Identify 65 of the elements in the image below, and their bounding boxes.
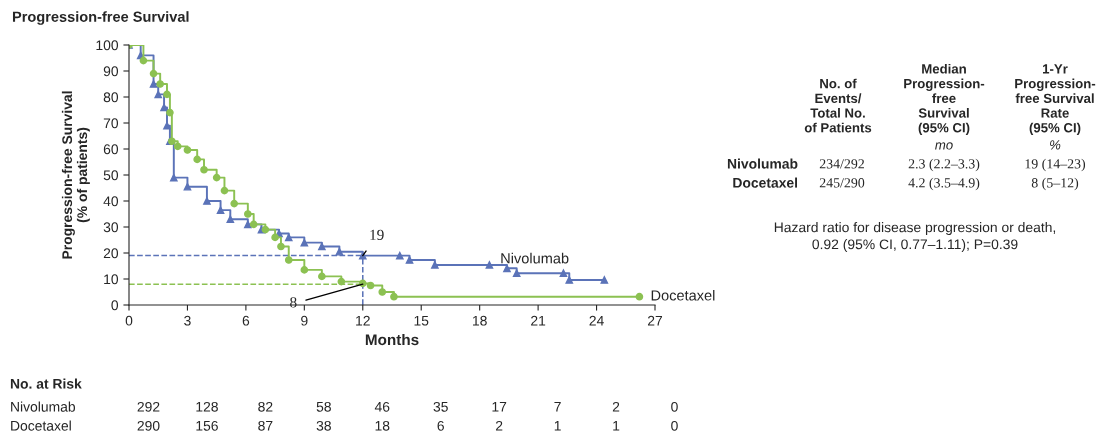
text: 17 <box>492 402 507 412</box>
text: 35 <box>433 401 448 412</box>
text: 58 <box>316 401 331 412</box>
text: No. at Risk <box>10 378 82 389</box>
text: 2 <box>495 420 503 431</box>
annotation: 8 <box>290 297 297 308</box>
text: 2 <box>612 401 620 412</box>
text: 38 <box>316 420 331 431</box>
text: 19 (14–23) <box>1025 158 1086 172</box>
x-axis-title: Months <box>365 333 419 346</box>
text: No. of Events/ Total No. of Patients <box>804 78 872 133</box>
y-tick-label: 20 <box>103 248 119 259</box>
text: 128 <box>196 401 218 412</box>
y-tick-label: 70 <box>103 118 119 129</box>
text: Docetaxel <box>733 177 798 188</box>
y-axis-title: Progression-free Survival (% of patients) <box>61 91 90 259</box>
y-tick-label: 0 <box>111 300 119 311</box>
text: 7 <box>554 402 561 412</box>
chart-title: Progression-free Survival <box>12 11 189 25</box>
text: 292 <box>137 401 160 412</box>
text: 290 <box>137 420 160 431</box>
text: 1 <box>613 421 620 431</box>
text: 18 <box>375 420 390 431</box>
text: 82 <box>258 401 273 412</box>
text: 0 <box>671 401 678 412</box>
y-tick-label: 30 <box>103 222 119 233</box>
x-tick-label: 3 <box>184 315 191 326</box>
text: 6 <box>437 420 444 431</box>
x-tick-label: 27 <box>647 315 663 326</box>
series-label: Nivolumab <box>501 252 569 264</box>
text: Nivolumab <box>727 158 798 169</box>
y-tick-label: 60 <box>103 144 119 155</box>
y-tick-label: 80 <box>103 92 119 103</box>
x-tick-label: 24 <box>589 315 604 326</box>
text: 4.2 (3.5–4.9) <box>908 177 980 191</box>
text: 46 <box>374 401 390 412</box>
x-tick-label: 18 <box>473 315 487 326</box>
text: Nivolumab <box>11 401 76 412</box>
x-tick-label: 21 <box>531 315 546 326</box>
text: 2.3 (2.2–3.3) <box>908 158 980 172</box>
text: 8 (5–12) <box>1031 177 1079 191</box>
text: Hazard ratio for disease progression or death, 0.92 (95% CI, 0.77–1.11); P=0.39 <box>774 222 1056 252</box>
x-tick-label: 12 <box>356 315 370 326</box>
x-tick-label: 0 <box>125 315 133 326</box>
series-label: Docetaxel <box>651 289 715 301</box>
text: mo <box>935 142 953 150</box>
x-tick-label: 6 <box>242 315 250 326</box>
text: Docetaxel <box>11 420 71 431</box>
y-tick-label: 90 <box>103 66 119 77</box>
text: 1 <box>554 421 561 431</box>
text: 234/292 <box>819 159 864 169</box>
y-tick-label: 50 <box>103 170 119 181</box>
text: 245/290 <box>819 178 865 188</box>
text: % <box>1050 140 1061 150</box>
y-tick-label: 100 <box>96 40 119 51</box>
y-tick-label: 10 <box>104 274 119 285</box>
x-tick-label: 9 <box>301 315 308 326</box>
x-tick-label: 15 <box>414 315 429 326</box>
text: Median Progression- free Survival (95% CI) <box>904 63 985 135</box>
annotation: 19 <box>370 229 384 240</box>
y-tick-label: 40 <box>103 196 119 207</box>
text: 156 <box>196 420 218 431</box>
text: 1-Yr Progression- free Survival Rate (95% CI) <box>1015 64 1096 135</box>
text: 87 <box>258 420 273 431</box>
text: 0 <box>671 420 678 431</box>
